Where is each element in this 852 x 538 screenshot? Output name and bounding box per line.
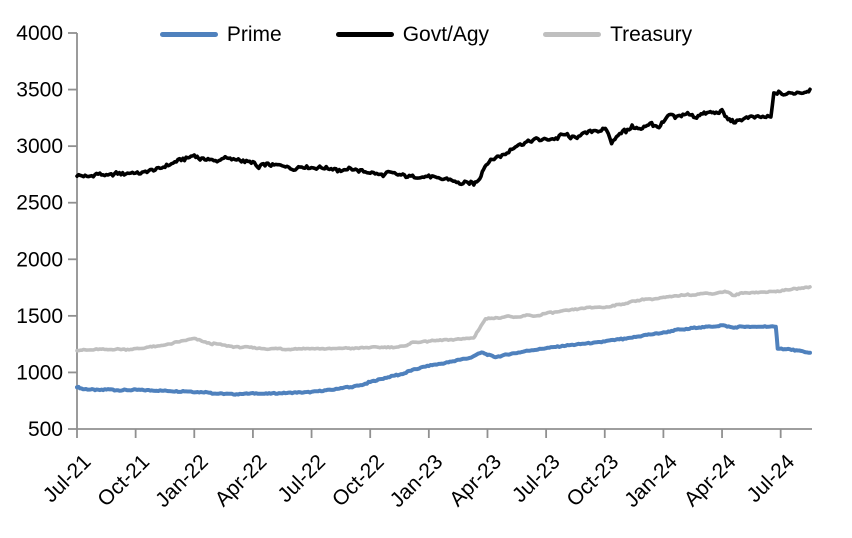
x-axis-tick-label: Jan-23 bbox=[386, 450, 448, 512]
y-axis-tick-label: 1000 bbox=[16, 361, 63, 384]
y-axis-tick-label: 4000 bbox=[16, 22, 63, 45]
y-axis-tick-label: 500 bbox=[28, 418, 63, 441]
govt-agy-series-line bbox=[75, 87, 812, 187]
x-axis-tick-label: Apr-23 bbox=[445, 450, 506, 511]
x-axis-tick-label: Jul-21 bbox=[39, 450, 96, 507]
x-axis-tick-label: Jul-23 bbox=[508, 450, 565, 507]
x-axis-tick-label: Apr-24 bbox=[680, 450, 741, 511]
prime-series-line bbox=[75, 323, 812, 397]
x-axis-tick-label: Oct-22 bbox=[328, 450, 389, 511]
x-axis-tick-label: Apr-22 bbox=[211, 450, 272, 511]
x-axis-tick-label: Jul-24 bbox=[743, 450, 800, 507]
x-axis-tick-label: Jul-22 bbox=[273, 450, 330, 507]
x-axis-tick-label: Jan-22 bbox=[151, 450, 213, 512]
y-axis-tick-label: 1500 bbox=[16, 305, 63, 328]
treasury-series-line bbox=[75, 285, 812, 353]
y-axis-tick-label: 2500 bbox=[16, 192, 63, 215]
x-axis-tick-label: Oct-23 bbox=[562, 450, 623, 511]
y-axis-tick-label: 3000 bbox=[16, 135, 63, 158]
y-axis-tick-label: 2000 bbox=[16, 248, 63, 271]
y-axis-tick-label: 3500 bbox=[16, 79, 63, 102]
x-axis-tick-label: Jan-24 bbox=[620, 450, 682, 512]
x-axis-tick-label: Oct-21 bbox=[93, 450, 154, 511]
